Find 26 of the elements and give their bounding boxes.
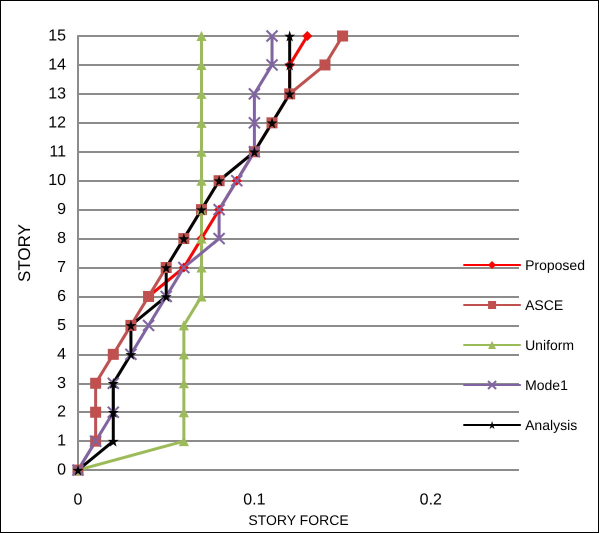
y-tick-label: 6 (57, 288, 66, 305)
y-tick-label: 3 (57, 374, 66, 392)
legend-label: Proposed (525, 257, 586, 273)
y-tick-label: 12 (48, 114, 66, 132)
y-tick-label: 13 (48, 85, 66, 102)
x-tick-label: 0 (74, 492, 83, 509)
y-tick-label: 2 (57, 404, 66, 421)
y-tick-label: 8 (57, 230, 66, 248)
legend-label: ASCE (525, 297, 564, 313)
y-tick-label: 5 (57, 316, 66, 334)
y-tick-label: 7 (57, 259, 66, 276)
y-tick-label: 4 (57, 346, 66, 363)
x-tick-label: 0.2 (420, 492, 442, 509)
y-tick-label: 9 (57, 201, 66, 218)
legend-label: Analysis (525, 417, 578, 433)
y-tick-label: 10 (48, 172, 66, 190)
y-tick-label: 14 (48, 56, 66, 74)
legend-label: Mode1 (525, 377, 568, 393)
legend-label: Uniform (525, 337, 574, 353)
x-tick-label: 0.1 (243, 492, 266, 509)
y-tick-label: 1 (57, 432, 66, 450)
x-axis-title: STORY FORCE (248, 512, 349, 528)
y-axis-title: STORY (15, 224, 34, 282)
y-tick-label: 11 (49, 143, 66, 160)
y-tick-label: 15 (48, 28, 66, 44)
y-tick-label: 0 (57, 462, 66, 479)
